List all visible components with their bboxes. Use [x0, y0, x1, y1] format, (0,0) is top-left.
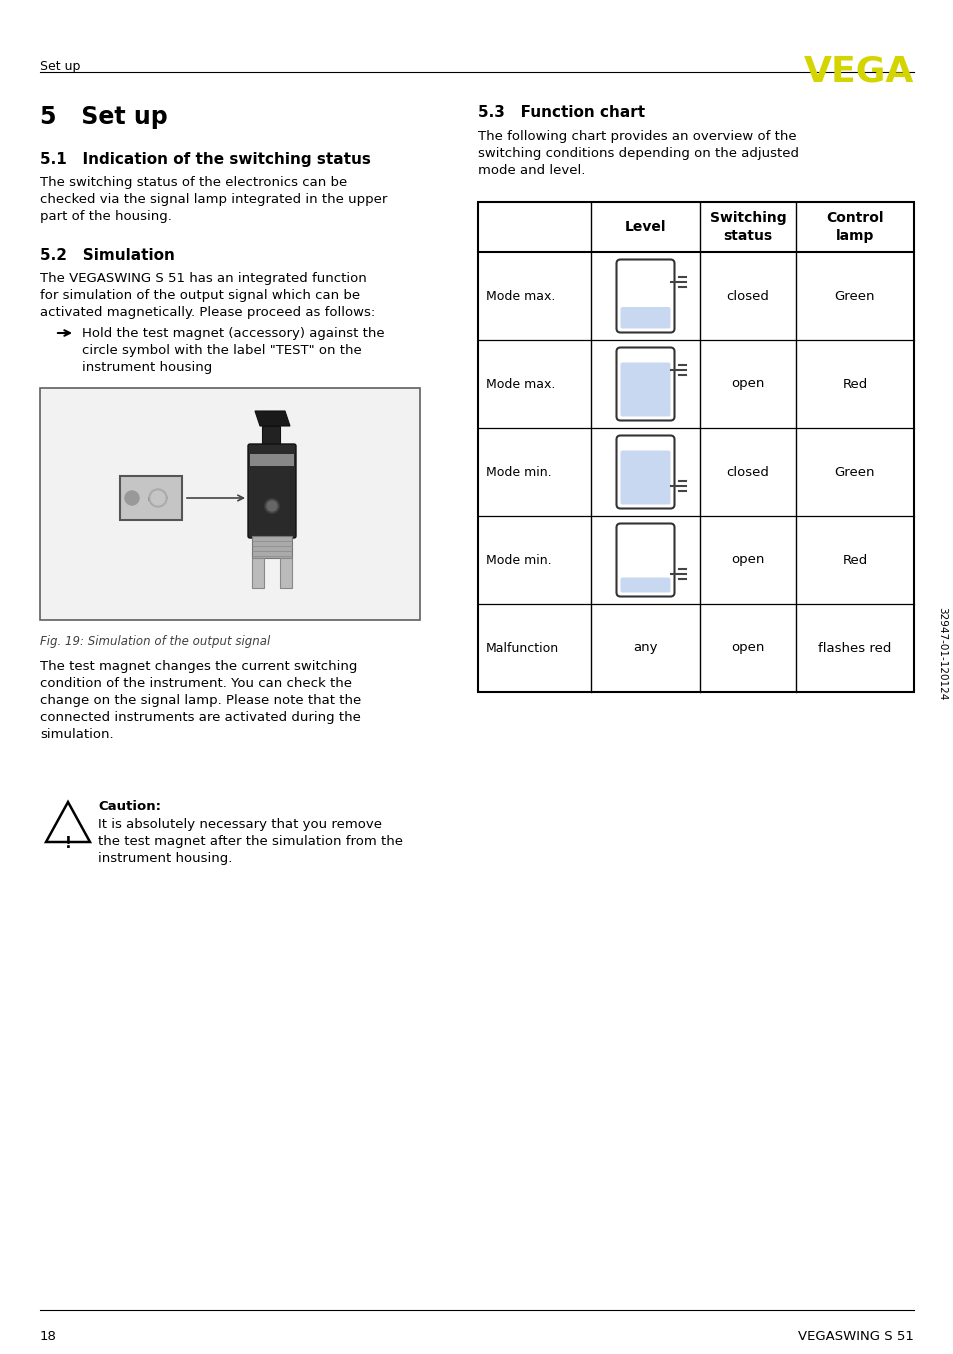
Circle shape	[125, 492, 139, 505]
Text: The switching status of the electronics can be
checked via the signal lamp integ: The switching status of the electronics …	[40, 176, 387, 223]
Polygon shape	[46, 802, 90, 842]
Text: TEST
MAGNET: TEST MAGNET	[148, 492, 169, 502]
Text: Caution:: Caution:	[98, 800, 161, 812]
FancyBboxPatch shape	[619, 451, 670, 505]
Circle shape	[149, 489, 167, 506]
Text: closed: closed	[726, 466, 769, 478]
FancyBboxPatch shape	[619, 307, 670, 329]
Text: VEGA: VEGA	[802, 54, 913, 88]
Text: flashes red: flashes red	[818, 642, 891, 654]
FancyBboxPatch shape	[248, 444, 295, 538]
FancyBboxPatch shape	[619, 578, 670, 593]
Bar	[477, 202, 913, 692]
Text: Mode max.: Mode max.	[485, 290, 555, 302]
Bar	[40, 389, 419, 620]
Text: The VEGASWING S 51 has an integrated function
for simulation of the output signa: The VEGASWING S 51 has an integrated fun…	[40, 272, 375, 320]
Bar	[280, 558, 292, 588]
Text: open: open	[731, 554, 764, 566]
Text: 5   Set up: 5 Set up	[40, 106, 168, 129]
Text: Set up: Set up	[40, 60, 80, 73]
Circle shape	[151, 492, 165, 505]
Text: Hold the test magnet (accessory) against the
circle symbol with the label "TEST": Hold the test magnet (accessory) against…	[82, 328, 384, 374]
Text: !: !	[65, 835, 71, 852]
Text: Red: Red	[841, 378, 866, 390]
Bar	[252, 536, 292, 558]
Text: Red: Red	[841, 554, 866, 566]
Circle shape	[267, 501, 276, 510]
Text: 5.1   Indication of the switching status: 5.1 Indication of the switching status	[40, 152, 371, 167]
FancyBboxPatch shape	[619, 363, 670, 417]
Polygon shape	[254, 412, 290, 427]
Text: The following chart provides an overview of the
switching conditions depending o: The following chart provides an overview…	[477, 130, 799, 177]
Text: Malfunction: Malfunction	[485, 642, 558, 654]
Text: Mode min.: Mode min.	[485, 466, 551, 478]
Text: VEGASWING S 51: VEGASWING S 51	[798, 1330, 913, 1343]
Text: The test magnet changes the current switching
condition of the instrument. You c: The test magnet changes the current swit…	[40, 659, 361, 741]
Text: 32947-01-120124: 32947-01-120124	[936, 608, 946, 700]
Circle shape	[265, 500, 278, 513]
Text: 5.2   Simulation: 5.2 Simulation	[40, 248, 174, 263]
Text: Level: Level	[624, 219, 665, 234]
Text: Green: Green	[834, 466, 874, 478]
Text: open: open	[731, 642, 764, 654]
Text: Green: Green	[834, 290, 874, 302]
Text: open: open	[731, 378, 764, 390]
Text: any: any	[633, 642, 657, 654]
FancyBboxPatch shape	[120, 477, 182, 520]
Text: Mode min.: Mode min.	[485, 554, 551, 566]
Bar	[252, 558, 264, 588]
Text: Mode max.: Mode max.	[485, 378, 555, 390]
Text: closed: closed	[726, 290, 769, 302]
Bar	[250, 454, 294, 466]
Text: 5.3   Function chart: 5.3 Function chart	[477, 106, 644, 121]
Text: Switching
status: Switching status	[709, 211, 785, 242]
Text: Fig. 19: Simulation of the output signal: Fig. 19: Simulation of the output signal	[40, 635, 270, 649]
Text: It is absolutely necessary that you remove
the test magnet after the simulation : It is absolutely necessary that you remo…	[98, 818, 402, 865]
Text: Control
lamp: Control lamp	[825, 211, 882, 242]
Polygon shape	[262, 427, 280, 445]
Text: 18: 18	[40, 1330, 57, 1343]
